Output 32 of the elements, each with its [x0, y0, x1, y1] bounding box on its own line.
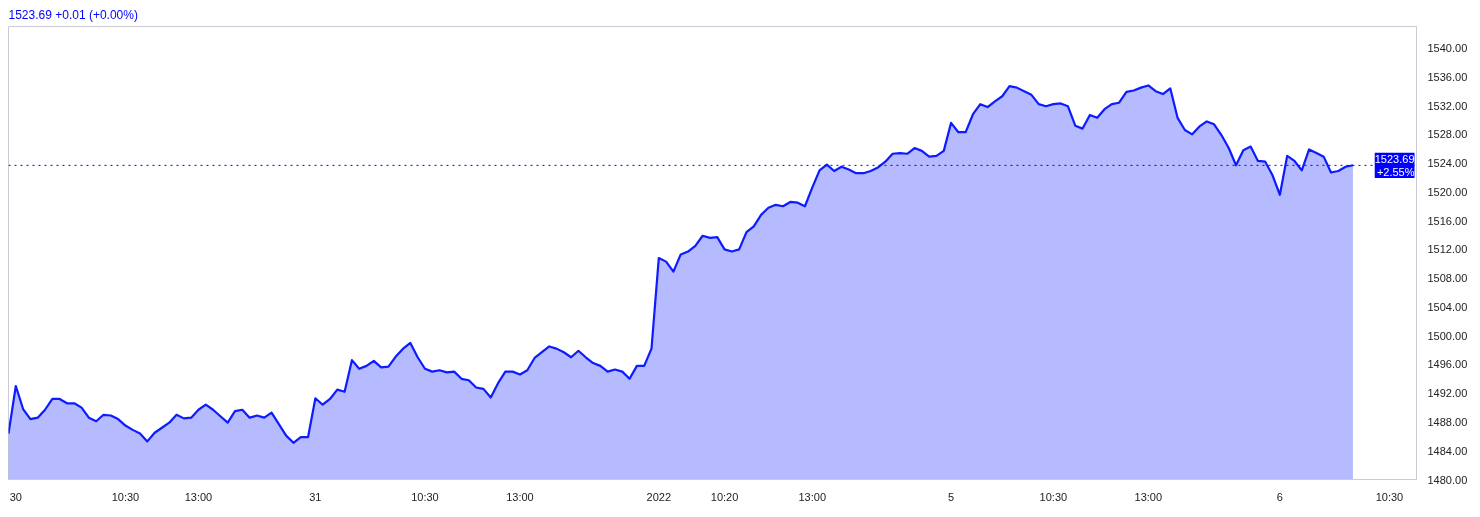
x-tick-label: 2022	[646, 490, 672, 503]
x-tick-label: 30	[9, 490, 22, 503]
x-tick-label: 13:00	[798, 490, 826, 503]
y-tick-label: 1496.00	[1427, 358, 1468, 371]
y-tick-label: 1484.00	[1427, 444, 1468, 457]
x-tick-label: 13:00	[184, 490, 213, 503]
y-tick-label: 1520.00	[1427, 185, 1468, 198]
y-tick-label: 1504.00	[1427, 300, 1468, 313]
x-tick-label: 13:00	[1134, 490, 1163, 503]
chart-title: 1523.69 +0.01 (+0.00%)	[8, 7, 138, 22]
y-tick-label: 1512.00	[1427, 243, 1468, 256]
x-tick-label: 10:30	[111, 490, 140, 503]
y-tick-label: 1500.00	[1427, 329, 1468, 342]
x-tick-label: 10:20	[710, 490, 739, 503]
y-tick-label: 1524.00	[1427, 157, 1468, 170]
y-tick-label: 1508.00	[1427, 272, 1468, 285]
y-tick-label: 1528.00	[1427, 128, 1468, 141]
ref-line-label: 1523.69 +2.55%	[1374, 152, 1415, 178]
x-tick-label: 13:00	[506, 490, 534, 503]
y-tick-label: 1536.00	[1427, 70, 1468, 83]
x-tick-label: 10:30	[411, 490, 439, 503]
y-tick-label: 1488.00	[1427, 415, 1468, 428]
x-tick-label: 5	[948, 490, 955, 503]
y-tick-label: 1532.00	[1427, 99, 1468, 112]
y-tick-label: 1516.00	[1427, 214, 1468, 227]
x-tick-label: 31	[309, 490, 322, 503]
y-tick-label: 1492.00	[1427, 387, 1468, 400]
x-tick-label: 10:30	[1039, 490, 1068, 503]
y-tick-label: 1480.00	[1427, 473, 1468, 486]
y-tick-label: 1540.00	[1427, 42, 1468, 55]
x-tick-label: 6	[1276, 490, 1283, 503]
x-tick-label: 10:30	[1375, 490, 1404, 503]
